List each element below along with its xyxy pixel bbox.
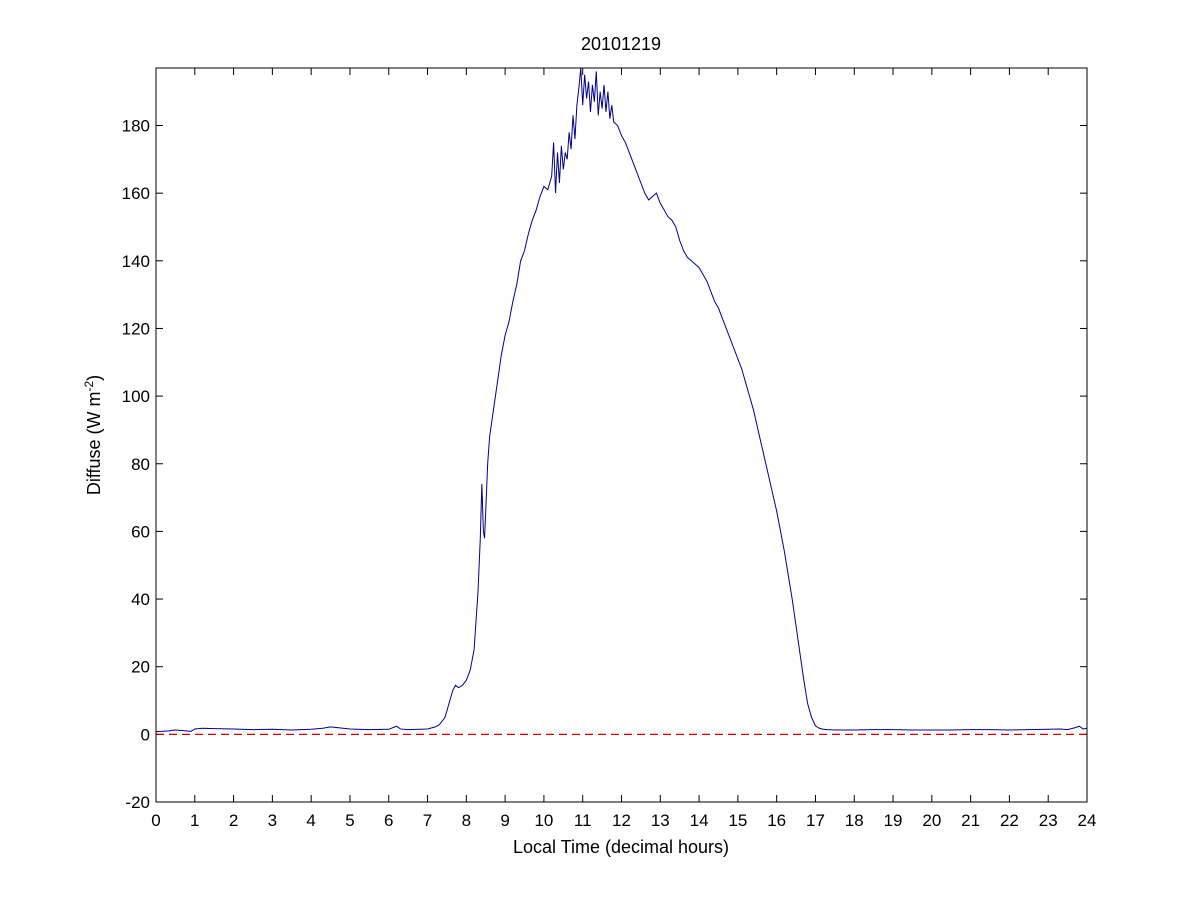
x-tick-label: 18 — [845, 811, 864, 830]
x-tick-label: 17 — [806, 811, 825, 830]
x-tick-label: 1 — [190, 811, 199, 830]
plot-frame — [155, 67, 1088, 803]
x-tick-label: 4 — [306, 811, 315, 830]
y-axis-title: Diffuse (W m-2) — [82, 375, 104, 495]
y-tick-label: 0 — [141, 725, 150, 744]
x-tick-label: 2 — [229, 811, 238, 830]
x-tick-label: 11 — [574, 811, 592, 830]
y-tick-label: 160 — [122, 184, 150, 203]
x-tick-label: 16 — [767, 811, 786, 830]
x-tick-label: 0 — [151, 811, 160, 830]
x-tick-label: 9 — [500, 811, 509, 830]
y-axis-title-sup: -2 — [82, 380, 96, 391]
x-tick-label: 6 — [384, 811, 393, 830]
x-tick-label: 14 — [690, 811, 709, 830]
y-tick-label: 180 — [122, 117, 150, 136]
y-axis-ticks: -20 0 20 40 60 80 100 120 140 160 180 — [122, 117, 1087, 812]
y-tick-label: 80 — [131, 455, 150, 474]
chart-title: 20101219 — [581, 34, 661, 54]
y-tick-label: 140 — [122, 252, 150, 271]
plot-background — [156, 68, 1087, 802]
x-tick-label: 22 — [1000, 811, 1019, 830]
x-tick-label: 3 — [268, 811, 277, 830]
y-tick-label: 120 — [122, 319, 150, 338]
x-tick-label: 12 — [612, 811, 631, 830]
series-line — [155, 67, 1088, 733]
y-tick-label: -20 — [125, 793, 150, 812]
x-axis-ticks: 0 1 2 3 4 5 6 7 8 9 10 11 12 13 14 15 16 17 18 19 20 21 22 23 24 — [151, 68, 1096, 830]
x-tick-label: 15 — [728, 811, 747, 830]
x-tick-label: 20 — [922, 811, 941, 830]
y-tick-label: 60 — [131, 522, 150, 541]
x-tick-label: 21 — [961, 811, 980, 830]
x-tick-label: 19 — [884, 811, 903, 830]
x-tick-label: 8 — [462, 811, 471, 830]
x-axis-title: Local Time (decimal hours) — [513, 837, 729, 857]
x-tick-label: 23 — [1039, 811, 1058, 830]
x-tick-label: 10 — [534, 811, 553, 830]
y-axis-title-close: ) — [84, 375, 104, 381]
x-tick-label: 13 — [651, 811, 670, 830]
y-axis-title-main: Diffuse (W m — [84, 391, 104, 495]
x-tick-label: 7 — [423, 811, 432, 830]
x-tick-label: 24 — [1078, 811, 1097, 830]
x-tick-label: 5 — [345, 811, 354, 830]
y-tick-label: 40 — [131, 590, 150, 609]
y-tick-label: 100 — [122, 387, 150, 406]
y-tick-label: 20 — [131, 658, 150, 677]
